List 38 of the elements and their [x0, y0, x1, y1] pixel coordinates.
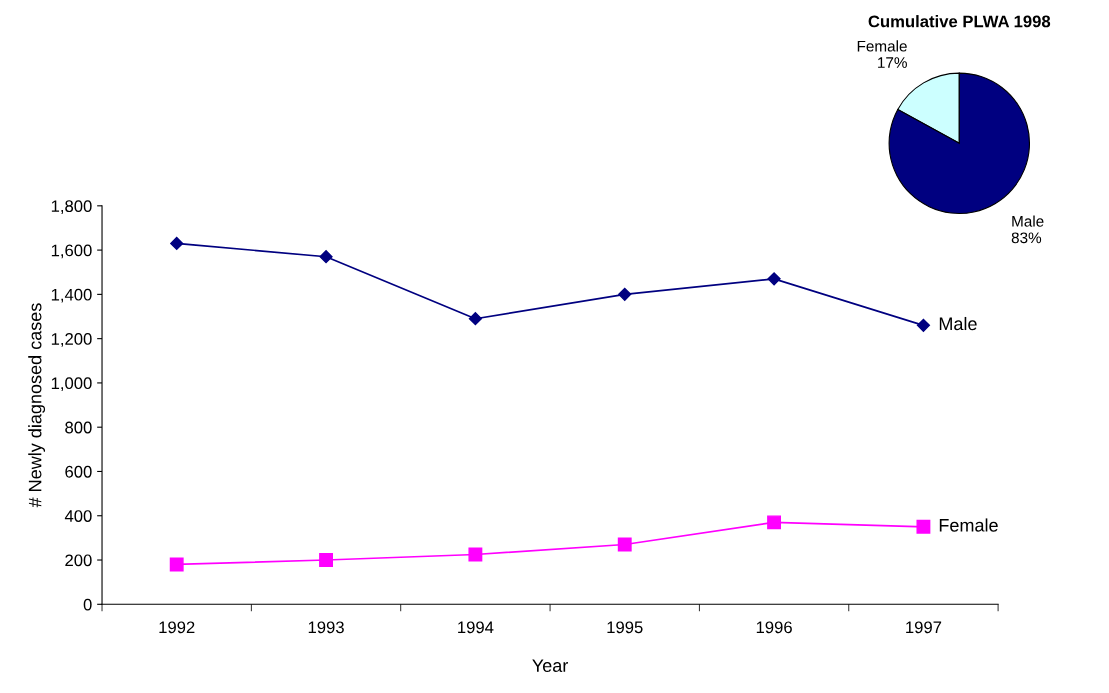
- slice-label: Male: [1012, 215, 1044, 227]
- y-tick-label: 0: [83, 598, 92, 611]
- point: [916, 318, 931, 332]
- point: [618, 287, 632, 301]
- x-axis-title: Year: [532, 659, 569, 672]
- data-label: 83%: [1011, 232, 1042, 244]
- x-tick-label: 1995: [607, 621, 643, 634]
- point: [169, 557, 184, 572]
- series-label: Male: [939, 316, 977, 331]
- x-tick-label: 1997: [906, 621, 942, 634]
- y-tick-label: 200: [65, 554, 92, 567]
- x-tick-label: 1993: [308, 621, 344, 634]
- y-tick-label: 1,000: [51, 377, 92, 392]
- point: [319, 553, 333, 567]
- point: [468, 547, 483, 562]
- y-tick-label: 800: [65, 421, 92, 434]
- pie-slice: [888, 72, 1031, 215]
- y-tick-label: 1,800: [51, 200, 92, 214]
- y-tick-label: 600: [65, 465, 92, 478]
- x-tick-label: 1996: [756, 621, 792, 634]
- point: [916, 519, 931, 534]
- x-tick-label: 1994: [458, 621, 494, 634]
- point: [468, 312, 482, 326]
- chart-title: Cumulative PLWA 1998: [868, 15, 1051, 28]
- point: [767, 515, 782, 530]
- y-tick-label: 1,600: [51, 244, 92, 259]
- point: [617, 537, 632, 552]
- y-axis-title: # Newly diagnosed cases: [28, 303, 46, 508]
- y-tick-label: 1,400: [51, 288, 92, 303]
- point: [767, 272, 781, 286]
- data-label: 17%: [878, 57, 907, 68]
- series-label: Female: [939, 518, 998, 532]
- point: [170, 236, 184, 251]
- y-tick-label: 400: [64, 510, 92, 522]
- point: [319, 250, 333, 264]
- slice-label: Female: [857, 40, 907, 52]
- y-tick-label: 1,200: [51, 333, 92, 347]
- x-tick-label: 1992: [159, 621, 195, 634]
